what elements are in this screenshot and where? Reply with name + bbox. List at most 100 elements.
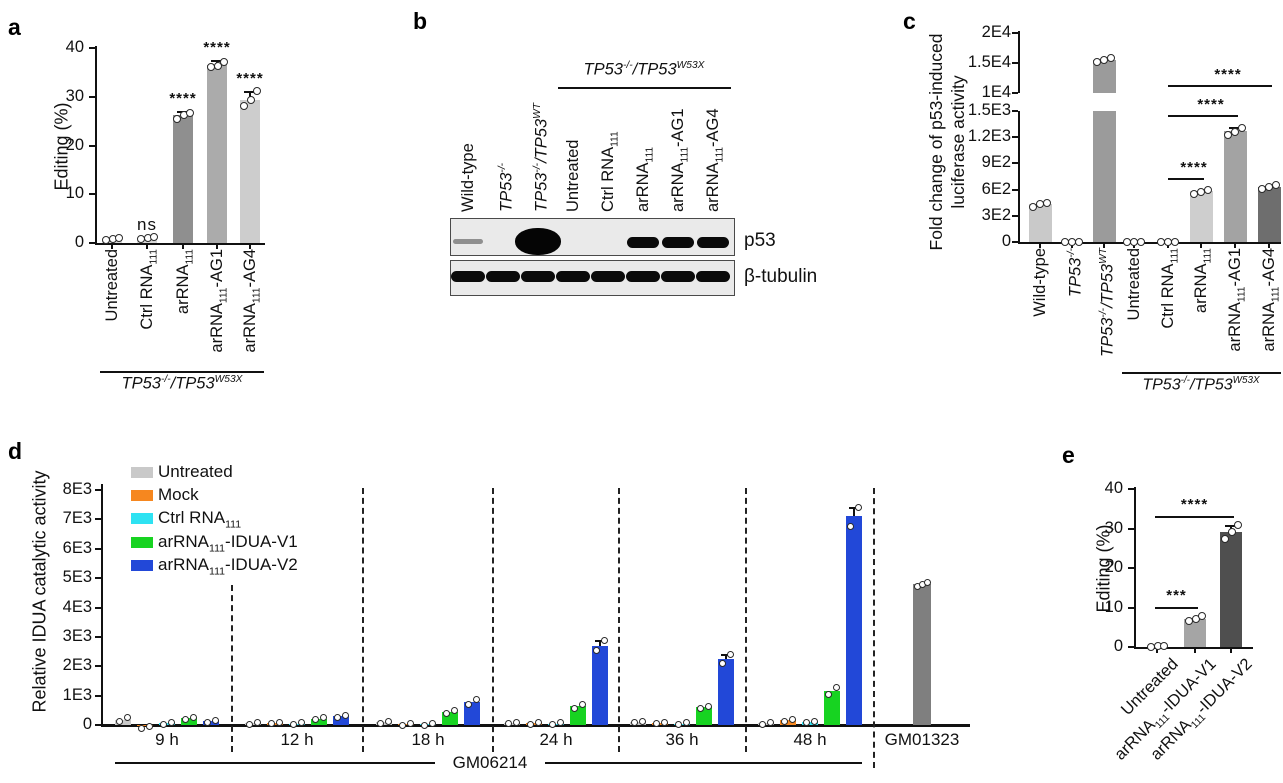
data-point	[780, 717, 788, 725]
panel-label-c: c	[903, 8, 916, 34]
x-group-label: 12 h	[280, 730, 314, 749]
data-point	[548, 721, 556, 729]
legend-swatch	[131, 490, 153, 501]
group-bracket	[1122, 372, 1281, 374]
bar	[846, 516, 862, 725]
axis-line	[95, 518, 101, 521]
significance-line	[1155, 607, 1198, 609]
blot-band	[515, 228, 561, 255]
blot-label-tubulin: β-tubulin	[744, 266, 818, 287]
data-point	[181, 715, 189, 723]
axis-line	[1018, 242, 1281, 244]
tick-label: 30	[65, 86, 84, 105]
data-point	[428, 720, 436, 728]
bar	[376, 722, 392, 725]
ns-label: ns	[137, 214, 157, 234]
data-point	[638, 717, 646, 725]
bar	[548, 723, 564, 725]
data-point	[854, 504, 862, 512]
data-point	[726, 651, 734, 658]
data-point	[682, 719, 690, 727]
legend-swatch	[131, 537, 153, 548]
data-point	[1137, 238, 1145, 246]
data-point	[923, 578, 931, 586]
data-point	[652, 720, 660, 728]
tick-label: 40	[65, 38, 84, 56]
legend-label: Mock	[158, 485, 199, 504]
tick-label: 1.5E4	[967, 53, 1011, 71]
axis-line	[1012, 214, 1018, 217]
tick-label: 7E3	[62, 509, 92, 528]
x-category-label: TP53-/-/TP53WT	[1098, 248, 1117, 358]
tick-label: 9E2	[981, 153, 1011, 172]
significance-stars: ****	[236, 69, 264, 87]
axis-line	[1012, 62, 1018, 64]
group-label-c: TP53-/-/TP53W53X	[1142, 375, 1260, 394]
data-point	[674, 720, 682, 728]
bar	[674, 723, 690, 725]
bar	[758, 723, 774, 725]
bar	[592, 645, 608, 725]
data-point	[504, 720, 512, 728]
bar	[1257, 186, 1281, 242]
data-point	[1272, 181, 1280, 190]
bar	[630, 722, 646, 725]
bar	[333, 716, 349, 725]
data-point	[319, 714, 327, 722]
significance-line	[1155, 516, 1234, 518]
group-separator	[745, 488, 747, 752]
tick-label: 10	[1104, 597, 1123, 616]
x-tick	[146, 245, 148, 249]
bar	[115, 719, 131, 725]
lane-label: arRNA111	[634, 146, 656, 212]
data-point	[600, 637, 608, 645]
x-tick	[1230, 649, 1232, 653]
data-point	[526, 720, 534, 728]
axis-line	[95, 724, 101, 726]
axis-line	[1128, 527, 1134, 530]
data-point	[718, 659, 726, 667]
data-point	[253, 718, 261, 726]
data-point	[442, 709, 450, 717]
data-point	[766, 718, 774, 726]
x-group-label: 36 h	[665, 730, 699, 749]
data-point	[512, 718, 520, 726]
data-point	[267, 720, 275, 728]
data-point	[167, 718, 175, 726]
x-tick	[249, 245, 251, 249]
axis-line	[1012, 32, 1018, 34]
tick-label: 5E3	[62, 568, 92, 587]
axis-line	[95, 577, 101, 580]
data-point	[556, 719, 564, 727]
data-point	[1228, 527, 1236, 536]
x-group-label: 9 h	[155, 730, 179, 749]
tick-label: 0	[74, 233, 84, 251]
x-group-label: 48 h	[793, 730, 827, 749]
group-label-a: TP53-/-/TP53W53X	[121, 374, 243, 393]
x-tick	[1268, 244, 1270, 248]
data-point	[341, 711, 349, 719]
bar	[245, 723, 261, 725]
axis-line	[95, 46, 97, 245]
axis-line	[1128, 646, 1134, 648]
lane-label: Untreated	[564, 139, 582, 212]
x-category-label: arRNA111	[174, 249, 196, 315]
axis-line	[1012, 92, 1018, 94]
significance-stars: ****	[1214, 66, 1242, 83]
tick-label: 40	[1104, 479, 1123, 497]
axis-line	[1128, 488, 1134, 490]
bar	[1220, 531, 1242, 647]
bar	[311, 718, 327, 725]
bar	[181, 718, 197, 725]
group-label-b: TP53-/-/TP53W53X	[583, 60, 705, 79]
x-tick	[1103, 244, 1105, 248]
blot-band	[696, 271, 730, 282]
data-point	[406, 720, 414, 728]
tick-label: 4E3	[62, 597, 92, 616]
blot-band	[626, 271, 660, 282]
axis-line	[95, 665, 101, 668]
data-point	[592, 646, 600, 654]
blot-band	[661, 271, 695, 282]
axis-line	[1134, 647, 1253, 649]
bar	[824, 691, 840, 725]
